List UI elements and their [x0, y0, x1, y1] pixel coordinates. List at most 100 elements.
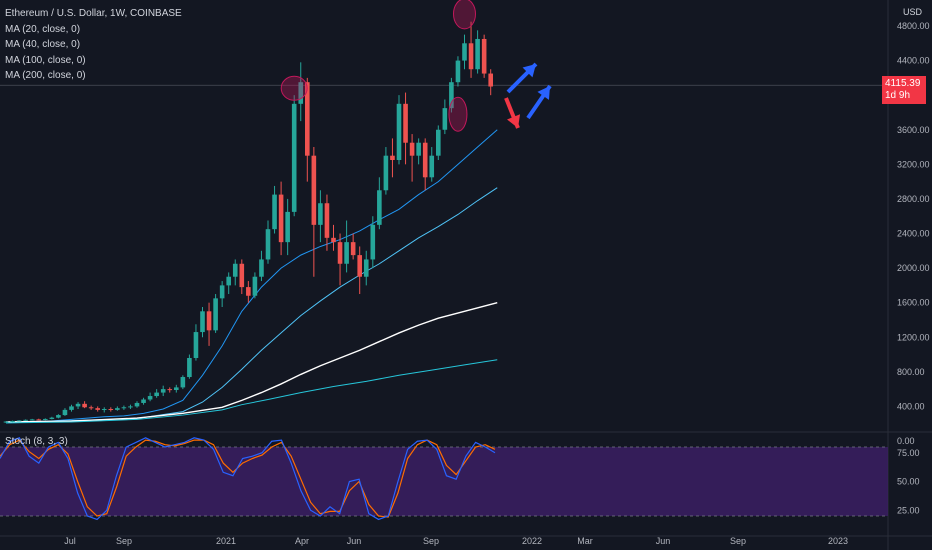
candle-body	[396, 103, 402, 161]
time-axis-tick: Jun	[656, 536, 671, 546]
candle-body	[56, 415, 61, 418]
candle-body	[350, 242, 356, 256]
highlight-ellipse[interactable]	[448, 96, 468, 132]
candle-body	[305, 82, 310, 156]
candle-body	[370, 224, 376, 260]
candle-body	[475, 38, 480, 70]
time-axis-tick: Jun	[347, 536, 362, 546]
ma-line-ma200	[5, 359, 498, 424]
candle-body	[409, 142, 415, 156]
candle-body	[462, 43, 467, 61]
candle-body	[403, 103, 408, 143]
time-axis-tick: Jul	[64, 536, 76, 546]
stoch-legend[interactable]: Stoch (8, 3, 3)	[5, 436, 68, 447]
price-axis-tick: 3600.00	[897, 125, 930, 135]
candle-body	[36, 419, 42, 421]
candle-body	[337, 242, 343, 264]
price-axis-tick: 1600.00	[897, 298, 930, 308]
candle-body	[49, 417, 55, 419]
ma-line-ma100	[5, 301, 498, 423]
time-axis-tick: 2021	[216, 536, 236, 546]
arrow-up-blue-head	[522, 64, 536, 78]
candle-body	[82, 403, 87, 408]
candle-body	[272, 194, 277, 230]
candle-body	[154, 392, 159, 397]
candle-body	[331, 237, 336, 243]
price-axis-tick: 0.00	[897, 436, 915, 446]
candle-body	[285, 211, 290, 243]
price-axis-tick: 2800.00	[897, 194, 930, 204]
candle-body	[141, 399, 146, 403]
symbol-title[interactable]: Ethereum / U.S. Dollar, 1W, COINBASE	[5, 8, 182, 19]
candle-body	[442, 108, 448, 130]
candle-body	[278, 194, 284, 243]
price-axis-tick: 2000.00	[897, 263, 930, 273]
highlight-ellipse[interactable]	[280, 75, 308, 101]
price-axis-currency: USD	[903, 7, 923, 17]
candle-body	[174, 387, 179, 390]
candle-body	[422, 142, 428, 178]
candle-body	[252, 276, 258, 296]
price-axis-tick: 800.00	[897, 367, 925, 377]
candle-body	[481, 38, 487, 74]
candle-body	[3, 421, 9, 423]
price-axis-tick: 2400.00	[897, 229, 930, 239]
candle-body	[298, 82, 304, 104]
stoch-k-line	[0, 437, 496, 521]
candle-body	[160, 389, 166, 393]
price-axis-tick: 400.00	[897, 401, 925, 411]
indicator-ma200-label[interactable]: MA (200, close, 0)	[5, 70, 86, 81]
time-axis-tick: 2023	[828, 536, 848, 546]
arrow-up-blue-2-head	[537, 86, 550, 100]
candle-body	[29, 419, 35, 421]
time-axis-tick: Apr	[295, 536, 309, 546]
candle-body	[265, 229, 271, 260]
candle-body	[390, 155, 395, 161]
candle-body	[16, 420, 22, 422]
candle-body	[429, 155, 435, 178]
bar-countdown: 1d 9h	[885, 90, 911, 101]
time-axis-tick: Sep	[423, 536, 439, 546]
candle-body	[213, 298, 218, 331]
current-price-badge: 4115.39 1d 9h	[882, 76, 926, 104]
candle-body	[95, 408, 100, 410]
candle-body	[200, 311, 205, 333]
candle-body	[69, 406, 74, 410]
candle-body	[134, 402, 140, 407]
price-axis-tick: 3200.00	[897, 159, 930, 169]
candle-body	[318, 203, 323, 225]
price-axis-tick: 1200.00	[897, 332, 930, 342]
candle-body	[115, 408, 120, 410]
candle-body	[187, 358, 192, 378]
candle-body	[226, 276, 231, 286]
candle-body	[324, 203, 330, 238]
stoch-axis-tick: 75.00	[897, 448, 920, 458]
ma-line-ma40	[5, 187, 498, 423]
candle-body	[311, 155, 317, 225]
price-axis-tick: 4400.00	[897, 56, 930, 66]
candle-body	[363, 259, 369, 277]
indicator-ma40-label[interactable]: MA (40, close, 0)	[5, 39, 81, 50]
stoch-axis-tick: 25.00	[897, 505, 920, 515]
arrow-down-red-head	[507, 114, 521, 128]
candle-body	[62, 409, 68, 416]
candle-body	[449, 82, 454, 109]
candle-body	[167, 389, 173, 391]
candle-body	[147, 396, 153, 400]
time-axis-tick: Mar	[577, 536, 593, 546]
highlight-ellipse[interactable]	[453, 0, 476, 30]
candle-body	[383, 155, 389, 191]
price-axis-tick: 4800.00	[897, 21, 930, 31]
indicator-ma100-label[interactable]: MA (100, close, 0)	[5, 54, 86, 66]
time-axis-tick: 2022	[522, 536, 542, 546]
candle-body	[357, 255, 362, 277]
time-axis-tick: Sep	[116, 536, 132, 546]
candle-body	[232, 263, 238, 277]
candle-body	[436, 129, 441, 156]
candle-body	[455, 60, 461, 83]
candle-body	[291, 103, 297, 212]
candle-body	[10, 420, 15, 422]
indicator-ma20-label[interactable]: MA (20, close, 0)	[5, 23, 81, 35]
